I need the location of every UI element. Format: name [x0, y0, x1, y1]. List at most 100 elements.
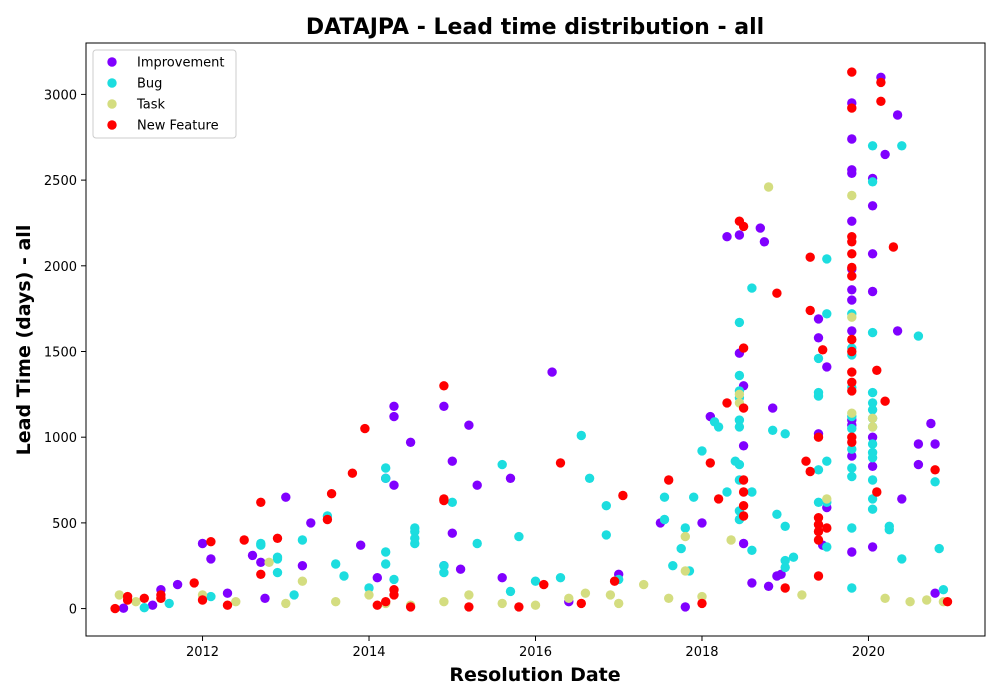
data-point [847, 334, 857, 345]
y-tick-label: 2000 [44, 260, 77, 275]
data-point [118, 603, 129, 613]
data-point [867, 432, 878, 442]
data-point [614, 598, 624, 609]
data-point [847, 471, 857, 482]
data-point [867, 398, 878, 408]
data-point [139, 603, 149, 613]
data-point [930, 465, 940, 475]
data-point [697, 591, 707, 602]
data-point [867, 461, 878, 471]
x-tick-label: 2018 [685, 645, 718, 660]
data-point [439, 597, 449, 607]
data-point [659, 514, 670, 525]
data-point [913, 459, 924, 470]
data-point [772, 288, 782, 298]
legend-item: Task [107, 98, 166, 113]
data-point [872, 487, 882, 497]
data-point [668, 561, 678, 571]
data-point [922, 595, 932, 605]
data-point [405, 602, 416, 612]
legend-label: Improvement [137, 56, 224, 71]
data-point [447, 497, 457, 507]
data-point [813, 535, 824, 545]
data-point [880, 593, 890, 603]
data-point [110, 603, 120, 614]
data-point [609, 576, 620, 586]
data-point [780, 583, 790, 593]
data-point [297, 576, 308, 586]
data-point [938, 585, 949, 595]
data-point [867, 453, 878, 463]
data-point [847, 67, 857, 77]
data-point [813, 519, 824, 530]
data-point [197, 538, 208, 549]
data-points [110, 67, 953, 614]
data-point [805, 466, 815, 477]
data-point [847, 523, 857, 533]
data-point [256, 540, 266, 550]
data-point [164, 598, 174, 609]
data-point [776, 569, 786, 579]
data-point [547, 367, 557, 377]
data-point [447, 528, 457, 538]
data-point [222, 600, 233, 610]
data-point [847, 423, 857, 434]
data-point [564, 593, 574, 603]
x-tick-label: 2016 [519, 645, 552, 660]
data-point [713, 494, 724, 504]
data-point [738, 487, 749, 497]
data-point [930, 477, 940, 487]
data-point [734, 422, 745, 432]
data-point [389, 411, 399, 422]
data-point [131, 597, 141, 607]
y-tick-label: 1000 [44, 431, 77, 446]
chart-title: DATAJPA - Lead time distribution - all [306, 15, 764, 40]
data-point [601, 501, 611, 511]
data-point [722, 398, 732, 408]
data-point [206, 591, 216, 602]
data-point [759, 237, 770, 247]
data-point [576, 598, 586, 609]
data-point [905, 597, 915, 607]
data-point [331, 597, 341, 607]
data-point [822, 254, 832, 264]
data-point [381, 547, 391, 557]
data-point [601, 530, 611, 540]
legend-marker [107, 78, 117, 88]
data-point [847, 367, 857, 377]
data-point [281, 598, 291, 609]
data-point [847, 377, 857, 387]
data-point [813, 497, 824, 507]
data-point [659, 492, 670, 502]
data-point [738, 511, 749, 521]
data-point [297, 561, 308, 571]
data-point [389, 480, 399, 490]
data-point [801, 456, 811, 466]
legend-box [92, 49, 237, 139]
data-point [697, 518, 707, 528]
y-axis-label: Lead Time (days) - all [13, 225, 35, 456]
data-point [847, 168, 857, 178]
data-point [763, 581, 774, 591]
data-point [247, 550, 258, 561]
x-tick-label: 2012 [186, 645, 219, 660]
data-point [867, 327, 878, 338]
legend-label: New Feature [137, 119, 219, 134]
data-point [206, 554, 216, 564]
data-point [381, 463, 391, 473]
data-point [763, 182, 774, 192]
data-point [847, 190, 857, 201]
data-point [768, 425, 778, 435]
data-point [822, 309, 832, 319]
data-point [734, 389, 745, 399]
data-point [705, 458, 715, 468]
data-point [847, 295, 857, 305]
data-point [926, 418, 936, 429]
data-point [734, 230, 745, 240]
data-point [847, 237, 857, 247]
data-point [472, 480, 482, 490]
y-tick-label: 2500 [44, 174, 77, 189]
data-point [897, 494, 907, 504]
data-point [331, 559, 341, 569]
data-point [680, 566, 690, 576]
